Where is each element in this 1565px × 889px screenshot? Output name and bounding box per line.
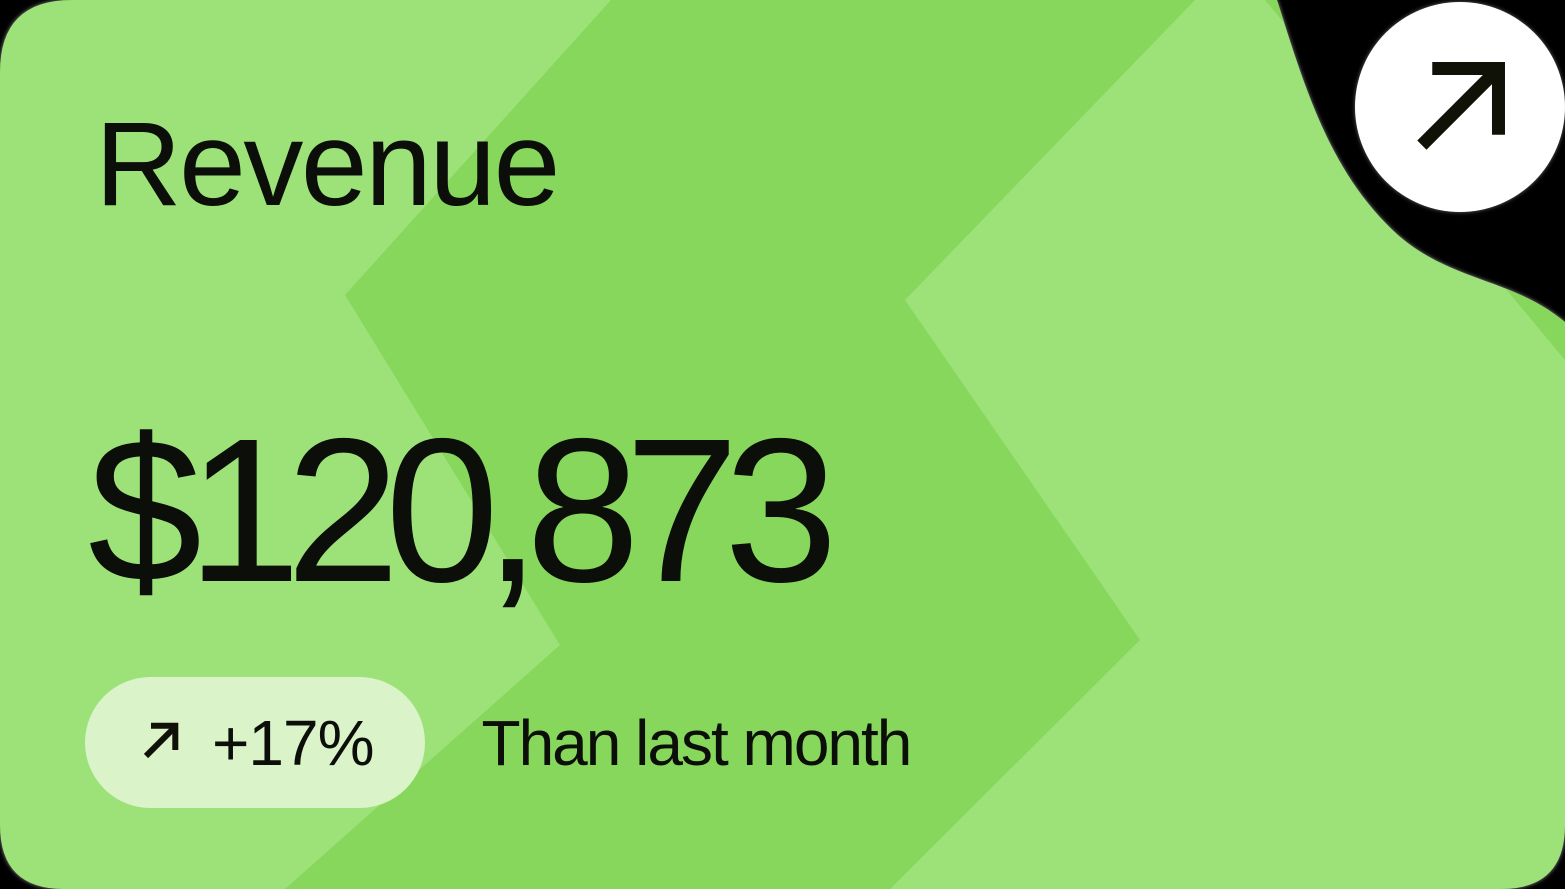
comparison-text: Than last month	[481, 706, 912, 779]
trend-value: +17%	[212, 706, 374, 779]
trend-up-icon	[141, 720, 182, 766]
trend-row: +17% Than last month	[85, 677, 912, 808]
expand-button[interactable]	[1355, 2, 1565, 212]
diagonal-stripe-dark	[285, 0, 1195, 889]
arrow-up-right-icon	[1408, 55, 1512, 159]
revenue-amount: $120,873	[88, 396, 838, 625]
card-title: Revenue	[95, 97, 560, 231]
trend-badge: +17%	[85, 677, 426, 808]
